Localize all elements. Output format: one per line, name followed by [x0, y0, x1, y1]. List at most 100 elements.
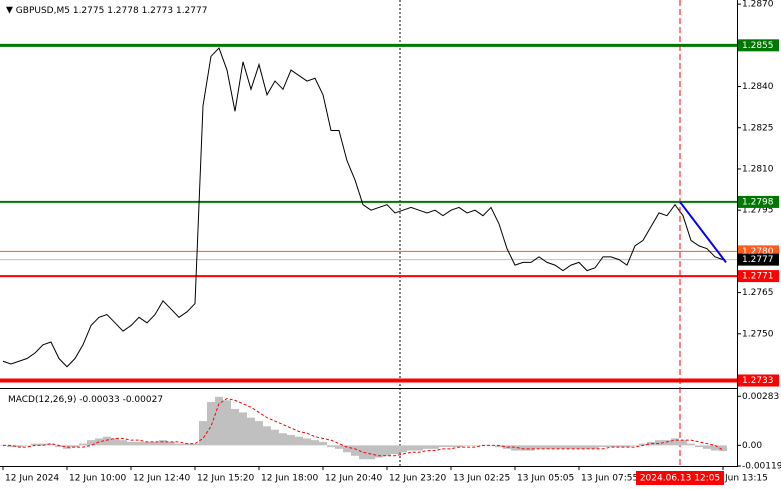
macd-bar: [239, 412, 247, 446]
level-label: 1.2798: [742, 197, 774, 207]
macd-bar: [295, 436, 303, 446]
macd-bar: [599, 445, 607, 448]
macd-bar: [647, 441, 655, 446]
price-line: [2, 47, 724, 368]
macd-bar: [439, 445, 447, 448]
macd-bar: [655, 440, 663, 446]
macd-bar: [367, 445, 375, 460]
macd-bar: [535, 445, 543, 449]
macd-bar: [415, 445, 423, 451]
macd-signal: -0.00027: [123, 395, 163, 405]
macd-bar: [687, 443, 695, 446]
level-label: 1.2733: [742, 376, 774, 386]
x-tick-label: 13 Jun 05:05: [517, 474, 574, 484]
macd-bar: [423, 445, 431, 449]
macd-bar: [391, 445, 399, 455]
macd-bar: [319, 441, 327, 446]
level-label-box: [738, 374, 779, 387]
macd-bar: [103, 436, 111, 446]
level-label-box: [738, 195, 779, 208]
macd-main: -0.00033: [79, 395, 119, 405]
macd-bar: [151, 441, 159, 446]
symbol: GBPUSD,M5: [16, 6, 70, 16]
macd-bar: [335, 445, 343, 449]
cursor-label-box: [636, 471, 724, 485]
macd-bar: [55, 445, 63, 448]
y-tick-label: 0.00283: [742, 392, 779, 402]
macd-bar: [639, 443, 647, 446]
macd-header: MACD(12,26,9) -0.00033 -0.00027: [8, 395, 163, 405]
macd-bar: [271, 429, 279, 446]
y-tick-label: 0.00: [742, 441, 762, 451]
macd-bar: [47, 443, 55, 446]
macd-bar: [719, 445, 727, 452]
macd-bar: [663, 440, 671, 446]
x-tick-label: 13 Jun 02:25: [453, 474, 510, 484]
macd-bar: [191, 443, 199, 446]
close: 1.2777: [176, 6, 208, 16]
low: 1.2773: [142, 6, 174, 16]
macd-bar: [7, 445, 15, 448]
macd-bar: [303, 438, 311, 446]
macd-bar: [631, 445, 639, 446]
macd-bar: [127, 441, 135, 446]
macd-bar: [471, 445, 479, 446]
macd-bar: [327, 445, 335, 448]
macd-bar: [527, 445, 535, 451]
macd-bar: [375, 445, 383, 458]
macd-bar: [143, 441, 151, 446]
macd-bar: [615, 445, 623, 448]
macd-bar: [455, 445, 463, 448]
macd-bar: [695, 445, 703, 448]
y-tick-label: 1.2840: [742, 82, 774, 92]
level-label-box: [738, 270, 779, 283]
x-tick-label: 12 Jun 12:40: [133, 474, 190, 484]
macd-bar: [183, 443, 191, 446]
y-tick-label: 1.2810: [742, 164, 774, 174]
macd-bar: [175, 443, 183, 446]
macd-bar: [343, 445, 351, 453]
macd-bar: [495, 445, 503, 448]
x-tick-label: 13 Jun 07:55: [581, 474, 638, 484]
macd-bar: [559, 445, 567, 449]
macd-bar: [159, 440, 167, 446]
macd-bar: [31, 443, 39, 446]
current-price-label: 1.2777: [742, 255, 774, 265]
high: 1.2778: [107, 6, 139, 16]
macd-bar: [199, 421, 207, 446]
macd-bar: [111, 438, 119, 446]
macd-bar: [255, 421, 263, 446]
macd-bar: [711, 445, 719, 451]
macd-bar: [279, 433, 287, 446]
macd-bar: [511, 445, 519, 451]
macd-bar: [23, 445, 31, 446]
macd-bar: [135, 441, 143, 446]
x-tick-label: Jun 13:15: [724, 474, 768, 484]
current-price-box: [738, 253, 779, 266]
macd-bar: [591, 445, 599, 449]
macd-bar: [407, 445, 415, 451]
macd-bar: [311, 440, 319, 446]
macd-bar: [519, 445, 527, 451]
macd-bar: [247, 417, 255, 446]
x-tick-label: 12 Jun 2024: [5, 474, 59, 484]
macd-bar: [567, 445, 575, 449]
macd-bar: [583, 445, 591, 449]
macd-bar: [671, 438, 679, 446]
macd-bar: [703, 445, 711, 449]
macd-bar: [39, 443, 47, 446]
macd-bar: [575, 445, 583, 449]
level-label: 1.2780: [742, 247, 774, 257]
y-tick-label: 1.2750: [742, 329, 774, 339]
open: 1.2775: [73, 6, 105, 16]
y-tick-label: -0.00119: [742, 462, 781, 472]
level-label: 1.2855: [742, 41, 774, 51]
macd-bar: [463, 445, 471, 446]
y-tick-label: 1.2765: [742, 288, 774, 298]
macd-bar: [351, 445, 359, 456]
trend-line: [679, 201, 727, 263]
level-label: 1.2771: [742, 272, 774, 282]
macd-bar: [487, 445, 495, 446]
